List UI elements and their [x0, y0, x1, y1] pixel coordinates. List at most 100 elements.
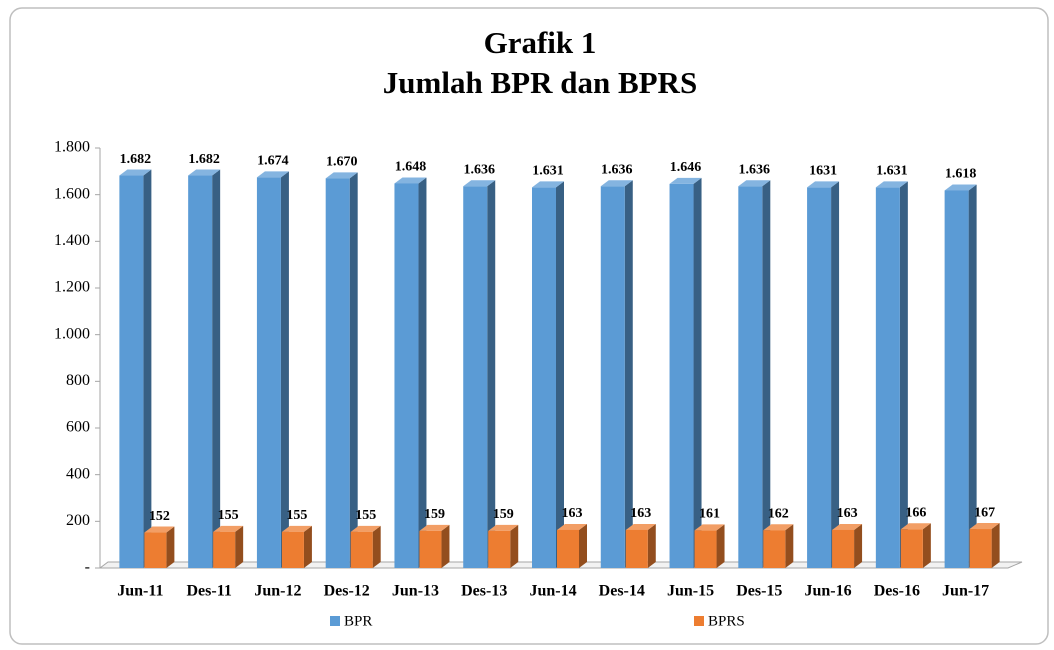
bar-top: [625, 523, 656, 530]
bar-top: [763, 524, 794, 531]
bar-side: [762, 180, 771, 568]
bar-side: [556, 181, 564, 568]
bar: [119, 175, 144, 569]
x-tick-label: Jun-16: [805, 583, 852, 600]
bar-side: [280, 171, 289, 568]
data-label: 1.636: [739, 162, 771, 177]
bar-side: [716, 524, 725, 568]
data-label: 1.674: [257, 154, 289, 169]
bar: [625, 529, 648, 568]
bar-side: [854, 523, 863, 568]
bar: [600, 186, 625, 568]
data-label: 1.646: [670, 160, 702, 175]
bar: [694, 530, 717, 568]
legend-swatch: [330, 616, 340, 626]
bar: [256, 177, 281, 568]
y-tick-label: 200: [66, 512, 90, 529]
data-label: 159: [424, 507, 445, 522]
x-tick-label: Des-11: [186, 583, 231, 600]
x-tick-label: Des-13: [461, 583, 507, 600]
bar-side: [831, 181, 840, 568]
bar-side: [647, 523, 656, 568]
data-label: 1.648: [395, 160, 427, 175]
bar: [832, 529, 855, 568]
bar-side: [487, 180, 496, 568]
bar-side: [441, 524, 450, 568]
data-label: 162: [768, 506, 789, 521]
bar-top: [738, 180, 771, 187]
chart-title: Grafik 1: [484, 25, 597, 60]
bar-top: [944, 184, 977, 191]
x-tick-label: Jun-14: [529, 583, 576, 600]
bar-top: [188, 169, 221, 176]
y-tick-label: 400: [66, 465, 90, 482]
bar-side: [922, 523, 931, 568]
bar-top: [900, 523, 931, 530]
y-tick-label: 600: [66, 419, 90, 436]
bar: [807, 187, 832, 568]
bar: [213, 531, 236, 568]
data-label: 1.631: [876, 164, 908, 179]
bar: [463, 186, 488, 568]
data-label: 155: [355, 508, 376, 523]
bar-side: [235, 525, 244, 568]
bar: [188, 175, 213, 569]
bar-side: [693, 177, 702, 568]
bar-top: [213, 525, 244, 532]
x-tick-label: Des-16: [874, 583, 920, 600]
data-label: 1631: [809, 164, 837, 179]
data-label: 1.618: [945, 167, 977, 182]
data-label: 1.670: [326, 155, 358, 170]
bar-top: [256, 171, 289, 178]
data-label: 1.631: [532, 164, 564, 179]
x-tick-label: Des-15: [736, 583, 782, 600]
bar: [144, 532, 167, 568]
data-label: 161: [699, 507, 720, 522]
bar-top: [394, 177, 427, 184]
bar-top: [875, 181, 908, 188]
y-tick-label: 1.200: [54, 279, 90, 296]
bar: [325, 178, 350, 569]
bar: [738, 186, 763, 568]
y-tick-label: 1.400: [54, 232, 90, 249]
data-label: 155: [286, 508, 307, 523]
y-tick-label: 1.000: [54, 325, 90, 342]
bar-top: [488, 524, 519, 531]
bar-top: [832, 523, 863, 530]
x-tick-label: Jun-11: [117, 583, 163, 600]
bar-side: [303, 525, 312, 568]
bar-side: [143, 169, 152, 569]
data-label: 1.682: [188, 152, 220, 167]
bar-side: [991, 523, 1000, 568]
x-tick-label: Jun-17: [942, 583, 989, 600]
bar-side: [968, 184, 977, 568]
y-tick-label: -: [85, 559, 90, 576]
data-label: 163: [562, 506, 583, 521]
bar-side: [349, 172, 358, 569]
bar-side: [624, 180, 633, 568]
bar: [350, 531, 373, 568]
bar-side: [212, 169, 221, 569]
bar: [875, 187, 900, 568]
bar-top: [807, 181, 840, 188]
bar: [944, 190, 969, 568]
bar-top: [463, 180, 496, 187]
x-tick-label: Jun-15: [667, 583, 714, 600]
bar: [763, 530, 786, 568]
bar: [488, 530, 511, 568]
data-label: 1.682: [120, 152, 152, 167]
bar: [669, 183, 694, 568]
bar-side: [785, 524, 794, 568]
bar: [969, 529, 992, 568]
bar: [394, 183, 419, 568]
y-tick-label: 800: [66, 372, 90, 389]
bar-top: [669, 177, 702, 184]
data-label: 163: [630, 506, 651, 521]
bar: [532, 187, 556, 568]
legend-label: BPRS: [708, 613, 745, 629]
bar-top: [600, 180, 633, 187]
data-label: 152: [149, 509, 170, 524]
y-tick-label: 1.800: [54, 139, 90, 156]
x-tick-label: Jun-12: [254, 583, 301, 600]
